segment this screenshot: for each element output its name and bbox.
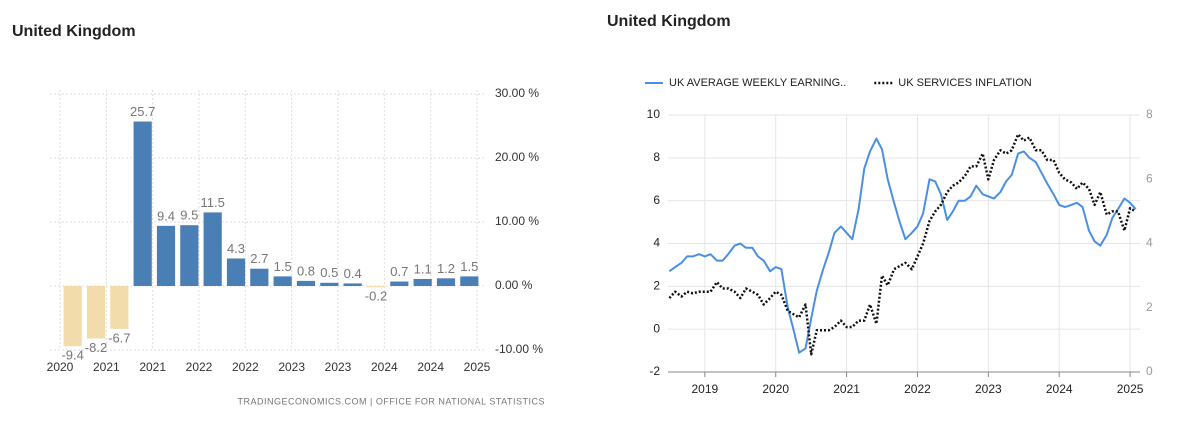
x-tick-label: 2019 (692, 382, 719, 396)
bar (390, 281, 409, 286)
value-label: -6.7 (108, 330, 130, 345)
bar (226, 258, 246, 286)
y-tick-label: 6 (653, 193, 660, 207)
value-label: 25.7 (130, 104, 155, 119)
y2-tick-label: 4 (1146, 236, 1153, 250)
x-tick-label: 2023 (975, 382, 1002, 396)
x-tick-label: 2022 (904, 382, 931, 396)
value-label: 2.7 (250, 251, 268, 266)
value-label: 4.3 (227, 241, 245, 256)
y-tick-label: 2 (653, 279, 660, 293)
y-tick-label: -2 (649, 364, 660, 378)
y-tick-label: 0 (653, 321, 660, 335)
bar (460, 276, 479, 286)
bar (180, 225, 199, 286)
x-tick-label: 2022 (232, 360, 259, 374)
bar (86, 286, 106, 339)
x-tick-label: 2023 (278, 360, 305, 374)
value-label: 11.5 (200, 195, 224, 210)
bar (413, 278, 432, 286)
bar (366, 286, 386, 288)
value-label: 0.4 (344, 266, 362, 281)
bar (250, 268, 269, 286)
y2-tick-label: 0 (1146, 364, 1153, 378)
bar (110, 286, 129, 329)
y-tick-label: 10 (647, 107, 661, 121)
y-tick-label: 10.00 % (495, 214, 539, 228)
x-tick-label: 2020 (762, 382, 789, 396)
bar (156, 225, 176, 286)
y-tick-label: -10.00 % (495, 342, 543, 356)
y-tick-label: 20.00 % (495, 150, 539, 164)
legend-label: UK SERVICES INFLATION (898, 77, 1032, 89)
bar (63, 286, 82, 347)
y2-tick-label: 8 (1146, 107, 1153, 121)
x-tick-label: 2024 (417, 360, 444, 374)
value-label: 0.5 (320, 265, 338, 280)
value-label: 9.4 (157, 208, 175, 223)
bar (203, 212, 222, 286)
y2-tick-label: 2 (1146, 300, 1153, 314)
x-tick-label: 2022 (186, 360, 213, 374)
x-tick-label: 2021 (833, 382, 860, 396)
value-label: -8.2 (85, 340, 107, 355)
y-tick-label: 4 (653, 236, 660, 250)
x-tick-label: 2021 (139, 360, 166, 374)
bar (436, 278, 456, 286)
value-label: 0.8 (297, 263, 315, 278)
x-tick-label: 2024 (371, 360, 398, 374)
source: TRADINGECONOMICS.COM | OFFICE FOR NATION… (237, 396, 545, 406)
bar (343, 283, 362, 286)
x-tick-label: 2025 (1117, 382, 1144, 396)
value-label: -0.2 (365, 289, 387, 304)
bar (133, 121, 152, 287)
bar (296, 280, 316, 286)
y-tick-label: 8 (653, 150, 660, 164)
x-tick-label: 2020 (47, 360, 74, 374)
y2-tick-label: 6 (1146, 171, 1153, 185)
value-label: 1.5 (274, 259, 292, 274)
x-tick-label: 2024 (1046, 382, 1073, 396)
value-label: 1.5 (460, 259, 478, 274)
y-tick-label: 0.00 % (495, 278, 533, 292)
bar (273, 276, 292, 286)
y-tick-label: 30.00 % (495, 86, 539, 100)
x-tick-label: 2023 (325, 360, 352, 374)
value-label: 1.2 (437, 261, 455, 276)
x-tick-label: 2025 (464, 360, 491, 374)
legend-label: UK AVERAGE WEEKLY EARNING.. (669, 77, 846, 89)
x-tick-label: 2021 (93, 360, 120, 374)
value-label: 1.1 (414, 261, 432, 276)
bar (320, 282, 339, 286)
line-series (668, 137, 1137, 354)
chart-title: United Kingdom (12, 23, 136, 40)
value-label: 9.5 (180, 208, 198, 223)
value-label: -9.4 (61, 348, 83, 363)
line-series (668, 133, 1137, 356)
chart-title: United Kingdom (607, 13, 731, 30)
value-label: 0.7 (390, 264, 408, 279)
